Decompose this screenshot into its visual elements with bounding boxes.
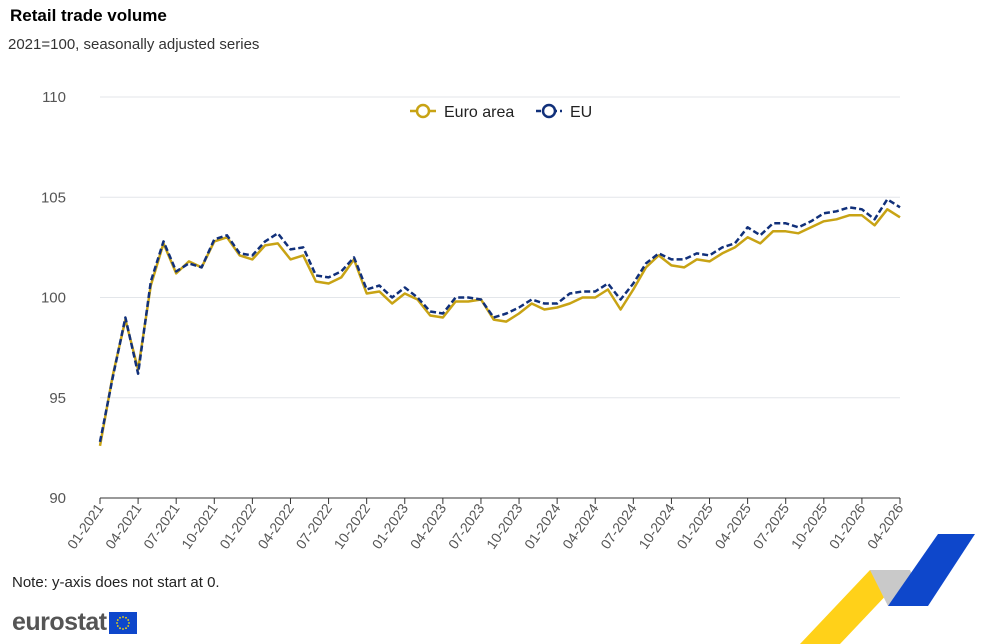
x-tick-label: 04-2025 [711, 500, 754, 551]
y-tick-label: 100 [41, 290, 66, 307]
x-tick-label: 01-2023 [369, 500, 412, 551]
eurostat-logo[interactable]: eurostat [12, 608, 137, 637]
x-tick-label: 10-2023 [483, 500, 526, 551]
x-tick-label: 04-2022 [254, 500, 297, 551]
logo-wordmark: eurostat [12, 608, 107, 636]
decorative-arrow-graphic [800, 534, 975, 644]
x-tick-label: 04-2021 [102, 500, 145, 551]
footnote: Note: y-axis does not start at 0. [12, 574, 220, 591]
x-tick-label: 01-2024 [521, 500, 564, 551]
legend[interactable]: Euro area EU [410, 103, 592, 121]
x-tick-label: 10-2024 [635, 500, 678, 551]
legend-marker-icon [415, 103, 431, 119]
chart-title: Retail trade volume [10, 6, 167, 25]
x-tick-label: 01-2021 [64, 500, 107, 551]
x-tick-label: 07-2021 [140, 500, 183, 551]
x-tick-label: 07-2024 [597, 500, 640, 551]
y-axis: 90 95 100 105 110 [41, 89, 66, 507]
x-tick-label: 10-2022 [331, 500, 374, 551]
eu-flag-icon [108, 611, 137, 634]
x-tick-label: 07-2023 [445, 500, 488, 551]
grid-lines [100, 96, 900, 399]
legend-label: EU [570, 104, 592, 121]
legend-marker-icon [541, 103, 557, 119]
x-tick-label: 04-2024 [559, 500, 602, 551]
legend-item-eu[interactable]: EU [536, 103, 592, 121]
x-tick-label: 10-2021 [178, 500, 221, 551]
y-tick-label: 90 [49, 490, 66, 507]
x-tick-label: 01-2022 [216, 500, 259, 551]
x-tick-label: 04-2023 [407, 500, 450, 551]
x-tick-label: 07-2022 [292, 500, 335, 551]
y-tick-label: 110 [42, 89, 66, 106]
y-tick-label: 105 [41, 189, 66, 206]
legend-label: Euro area [444, 104, 514, 121]
series-line-eu[interactable] [98, 198, 901, 443]
chart-subtitle: 2021=100, seasonally adjusted series [8, 36, 260, 53]
y-tick-label: 95 [49, 390, 66, 407]
series-line-euro-area[interactable] [98, 208, 901, 447]
x-tick-label: 01-2025 [673, 500, 716, 551]
legend-item-euro-area[interactable]: Euro area [410, 103, 514, 121]
series-lines [98, 198, 901, 447]
